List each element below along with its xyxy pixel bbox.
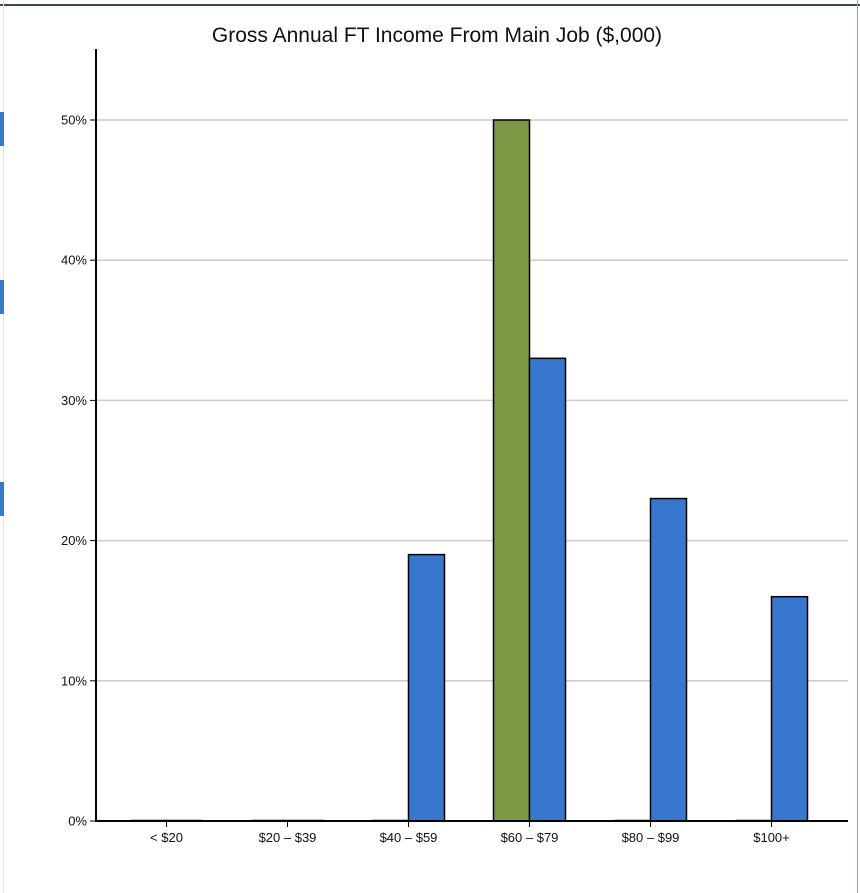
y-tick-label: 0%: [68, 814, 87, 829]
x-tick-label: < $20: [150, 830, 183, 845]
bar: [649, 497, 688, 822]
y-tick-label: 40%: [61, 253, 87, 268]
y-tick-label: 20%: [61, 533, 87, 548]
bar: [492, 119, 531, 822]
y-tick-label: 30%: [61, 393, 87, 408]
window-top-border: [0, 0, 860, 6]
x-tick-label: $20 – $39: [259, 830, 317, 845]
bar: [407, 553, 446, 822]
left-panel-edge: [0, 0, 4, 893]
bars: [130, 119, 809, 822]
y-tick-label: 50%: [61, 113, 87, 128]
y-tick-label: 10%: [61, 673, 87, 688]
window-right-border: [857, 0, 860, 893]
x-tick-label: $80 – $99: [622, 830, 680, 845]
gridlines: [96, 119, 848, 822]
bar: [770, 595, 809, 822]
x-tick-label: $40 – $59: [380, 830, 438, 845]
left-scroll-marker: [0, 112, 4, 146]
chart-title: Gross Annual FT Income From Main Job ($,…: [212, 24, 662, 47]
x-tick-label: $100+: [753, 830, 790, 845]
tick-labels: 0% 10% 20% 30% 40% 50% < $20 $20 – $39 $40 – $59…: [61, 113, 790, 846]
left-scroll-marker: [0, 280, 4, 314]
bar: [528, 357, 567, 822]
x-tick-label: $60 – $79: [501, 830, 559, 845]
axes: [90, 49, 848, 827]
left-scroll-marker: [0, 482, 4, 516]
